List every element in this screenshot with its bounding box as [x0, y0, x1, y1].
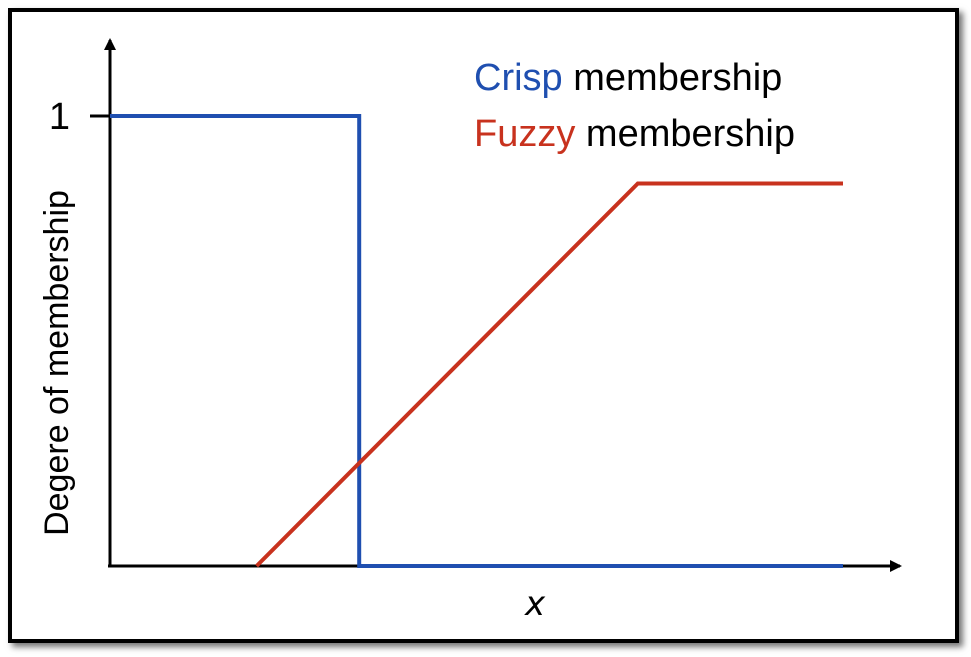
series-line-fuzzy: [255, 181, 843, 568]
legend-fuzzy-suffix: membership: [575, 113, 795, 155]
y-tick-label-1: 1: [49, 96, 70, 138]
series-line-crisp: [110, 114, 843, 568]
y-axis-label: Degere of membership: [38, 190, 76, 536]
legend-fuzzy-name: Fuzzy: [474, 113, 575, 155]
x-axis-label: x: [524, 584, 546, 624]
legend-item-crisp: Crisp membership: [474, 57, 782, 99]
figure-frame: [8, 8, 959, 643]
legend-item-fuzzy: Fuzzy membership: [474, 113, 795, 155]
legend-crisp-name: Crisp: [474, 57, 563, 99]
legend-crisp-suffix: membership: [563, 57, 783, 99]
